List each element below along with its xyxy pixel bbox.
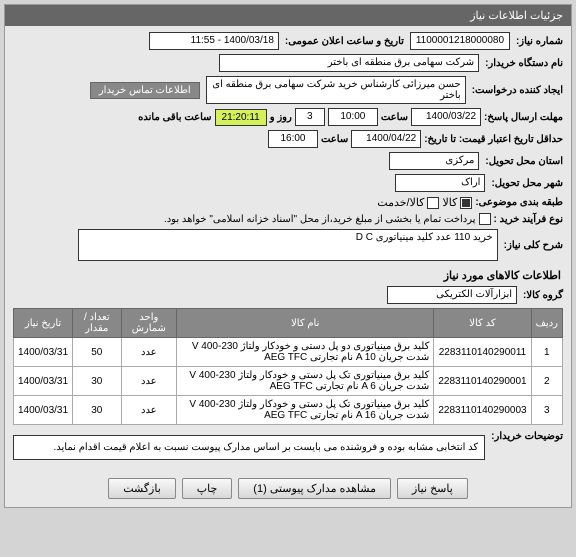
main-panel: جزئیات اطلاعات نیاز شماره نیاز: 11000012… bbox=[4, 4, 572, 508]
saat-label-1: ساعت bbox=[381, 112, 408, 123]
price-date: 1400/04/22 bbox=[351, 130, 421, 148]
attachments-button[interactable]: مشاهده مدارک پیوستی (1) bbox=[238, 478, 391, 499]
creator-value: حسن میرزائی کارشناس خرید شرکت سهامی برق … bbox=[206, 76, 466, 104]
desc-input[interactable] bbox=[78, 229, 498, 261]
desc-label: شرح کلی نیاز: bbox=[504, 240, 563, 251]
process-checkbox[interactable] bbox=[479, 213, 491, 225]
th-qty: تعداد / مقدار bbox=[73, 309, 121, 338]
kala-checkbox[interactable] bbox=[460, 197, 472, 209]
footer-buttons: پاسخ نیاز مشاهده مدارک پیوستی (1) چاپ با… bbox=[5, 470, 571, 507]
province-label: استان محل تحویل: bbox=[485, 156, 563, 167]
kala-label: کالا bbox=[442, 196, 457, 209]
rooz-label: روز و bbox=[270, 112, 292, 123]
process-note: پرداخت تمام یا بخشی از مبلغ خرید،از محل … bbox=[164, 214, 476, 225]
deadline-label: مهلت ارسال پاسخ: bbox=[484, 112, 563, 123]
remain-label: ساعت باقی مانده bbox=[138, 112, 211, 123]
need-no-label: شماره نیاز: bbox=[516, 36, 563, 47]
contact-button[interactable]: اطلاعات تماس خریدار bbox=[90, 82, 200, 99]
creator-label: ایجاد کننده درخواست: bbox=[472, 85, 563, 96]
table-row: 2 2283110140290001 کلید برق مینیاتوری تک… bbox=[14, 367, 563, 396]
items-table: ردیف کد کالا نام کالا واحد شمارش تعداد /… bbox=[13, 308, 563, 425]
deadline-time: 10:00 bbox=[328, 108, 378, 126]
buyer-label: نام دستگاه خریدار: bbox=[485, 58, 563, 69]
grouping-label: طبقه بندی موضوعی: bbox=[475, 197, 563, 208]
th-date: تاریخ نیاز bbox=[14, 309, 73, 338]
announce-value: 1400/03/18 - 11:55 bbox=[149, 32, 279, 50]
city-value: اراک bbox=[395, 174, 485, 192]
price-validity-label: حداقل تاریخ اعتبار قیمت: تا تاریخ: bbox=[424, 134, 563, 145]
note-box: کد انتخابی مشابه بوده و فروشنده می بایست… bbox=[13, 435, 485, 460]
khadamat-checkbox[interactable] bbox=[427, 197, 439, 209]
th-code: کد کالا bbox=[434, 309, 531, 338]
th-row: ردیف bbox=[531, 309, 562, 338]
process-label: نوع فرآیند خرید : bbox=[494, 214, 563, 225]
need-no-value: 1100001218000080 bbox=[410, 32, 510, 50]
days-value: 3 bbox=[295, 108, 325, 126]
price-time: 16:00 bbox=[268, 130, 318, 148]
table-row: 1 2283110140290011 کلید برق مینیاتوری دو… bbox=[14, 338, 563, 367]
panel-body: شماره نیاز: 1100001218000080 تاریخ و ساع… bbox=[5, 26, 571, 470]
th-name: نام کالا bbox=[177, 309, 434, 338]
panel-title: جزئیات اطلاعات نیاز bbox=[5, 5, 571, 26]
note-label: توضیحات خریدار: bbox=[491, 431, 563, 442]
table-row: 3 2283110140290003 کلید برق مینیاتوری تک… bbox=[14, 396, 563, 425]
deadline-date: 1400/03/22 bbox=[411, 108, 481, 126]
countdown-value: 21:20:11 bbox=[215, 109, 267, 126]
announce-label: تاریخ و ساعت اعلان عمومی: bbox=[285, 36, 404, 47]
province-value: مرکزی bbox=[389, 152, 479, 170]
group-label: گروه کالا: bbox=[523, 290, 563, 301]
answer-button[interactable]: پاسخ نیاز bbox=[397, 478, 468, 499]
group-value: ابزارآلات الکتریکی bbox=[387, 286, 517, 304]
saat-label-2: ساعت bbox=[321, 134, 348, 145]
print-button[interactable]: چاپ bbox=[182, 478, 233, 499]
khadamat-label: کالا/خدمت bbox=[377, 196, 424, 209]
back-button[interactable]: بازگشت bbox=[108, 478, 176, 499]
items-tbody: 1 2283110140290011 کلید برق مینیاتوری دو… bbox=[14, 338, 563, 425]
items-section-title: اطلاعات کالاهای مورد نیاز bbox=[15, 269, 561, 282]
buyer-value: شرکت سهامی برق منطقه ای باختر bbox=[219, 54, 479, 72]
th-unit: واحد شمارش bbox=[121, 309, 177, 338]
city-label: شهر محل تحویل: bbox=[491, 178, 563, 189]
